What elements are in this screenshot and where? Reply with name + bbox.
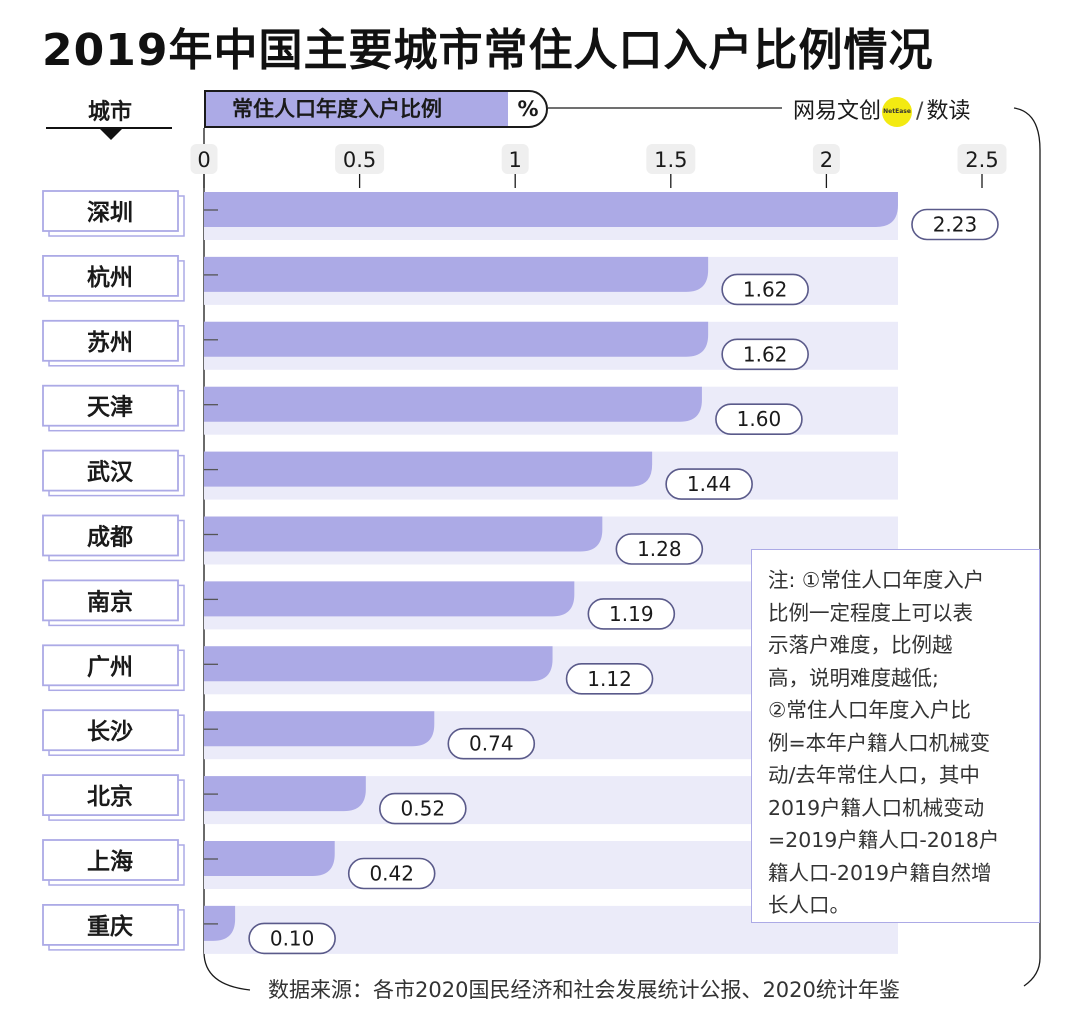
bar	[204, 256, 709, 292]
bar	[204, 516, 603, 552]
value-label: 1.62	[743, 277, 788, 301]
x-tick-label: 0.5	[343, 148, 376, 172]
note-line: 比例一定程度上可以表	[768, 600, 973, 625]
city-label: 深圳	[87, 200, 133, 226]
city-label-box	[42, 904, 179, 946]
value-label-pill	[587, 598, 676, 630]
bar	[204, 905, 236, 941]
city-label-box	[42, 839, 179, 881]
metric-header: 常住人口年度入户比例 %	[204, 90, 548, 128]
metric-label: 常住人口年度入户比例	[206, 92, 508, 126]
note-line: 2019户籍人口机械变动	[768, 795, 985, 820]
bar	[204, 646, 553, 682]
note-line: ②常住人口年度入户比	[768, 698, 971, 722]
tick-label-bg	[335, 144, 385, 174]
value-label-pill	[715, 403, 803, 436]
value-label: 2.23	[933, 213, 978, 237]
city-label: 南京	[87, 588, 133, 615]
tick-label-bg	[812, 144, 840, 174]
value-label-pill	[379, 792, 467, 825]
bar	[204, 776, 366, 812]
note-line: 例=本年户籍人口机械变	[768, 730, 991, 755]
x-tick-label: 2	[820, 148, 833, 172]
value-label-pill	[911, 208, 999, 241]
value-label: 1.62	[743, 342, 788, 366]
value-label-pill	[347, 857, 436, 890]
city-label-box	[42, 709, 179, 752]
tick-label-bg	[646, 144, 696, 174]
value-label: 1.12	[587, 667, 632, 691]
value-label: 0.10	[270, 926, 315, 950]
note-line: =2019户籍人口-2018户	[768, 828, 1000, 852]
note-line: 示落户难度，比例越	[768, 633, 953, 657]
bar	[204, 581, 575, 617]
city-label: 苏州	[87, 330, 133, 356]
city-label-box	[42, 774, 179, 816]
city-label-box	[42, 190, 179, 232]
value-label-pill	[565, 662, 654, 695]
brand-name: 网易文创	[793, 99, 882, 124]
city-label-box	[42, 384, 179, 427]
value-label-pill	[721, 338, 809, 371]
city-label: 天津	[87, 394, 133, 421]
city-label: 北京	[87, 783, 133, 810]
x-tick-label: 1.5	[654, 148, 687, 172]
value-label-pill	[665, 468, 753, 500]
city-label-box	[42, 319, 179, 362]
note-line: 籍人口-2019户籍自然增	[768, 860, 992, 885]
value-label: 1.19	[609, 602, 654, 626]
note-box: 注: ①常住人口年度入户 比例一定程度上可以表 示落户难度，比例越 高，说明难度…	[751, 549, 1040, 923]
note-line: 长人口。	[768, 893, 850, 917]
x-tick-label: 2.5	[965, 148, 998, 172]
frame-right-line	[1013, 107, 1041, 987]
value-label-pill	[447, 727, 536, 760]
bar	[204, 321, 709, 357]
bar	[204, 841, 335, 876]
city-label-box	[42, 449, 179, 492]
city-label-box	[42, 579, 179, 622]
x-tick-label: 0	[197, 148, 210, 172]
city-label: 杭州	[87, 264, 133, 291]
city-label: 成都	[87, 525, 133, 551]
tick-label-bg	[957, 144, 1007, 174]
brand-separator: /	[916, 99, 924, 124]
value-label: 1.60	[737, 407, 782, 431]
bar	[204, 711, 435, 747]
note-line: 注: ①常住人口年度入户	[768, 568, 985, 592]
city-label: 广州	[87, 653, 133, 680]
city-column-header: 城市	[87, 100, 132, 125]
note-line: 高，说明难度越低;	[768, 665, 939, 690]
city-label-box	[42, 514, 179, 557]
brand-product: 数读	[926, 99, 971, 124]
value-label-pill	[721, 273, 809, 306]
value-label: 0.52	[401, 797, 446, 821]
value-label-pill	[615, 533, 704, 565]
frame-bottom-left-line	[203, 951, 251, 991]
note-line: 动/去年常住人口，其中	[768, 763, 980, 787]
value-label: 1.44	[687, 472, 732, 496]
city-label: 长沙	[87, 719, 133, 745]
value-label: 0.74	[469, 732, 514, 756]
city-label-box	[42, 644, 179, 687]
page-title: 2019年中国主要城市常住人口入户比例情况	[42, 25, 934, 76]
value-label: 1.28	[637, 537, 682, 561]
bar	[204, 192, 898, 227]
city-label-box	[42, 254, 179, 297]
bar	[204, 386, 702, 422]
value-label: 0.42	[369, 862, 414, 886]
brand-logo: 网易文创 NetEase / 数读	[793, 93, 970, 127]
tick-label-bg	[190, 144, 218, 174]
bar	[204, 451, 653, 487]
tick-label-bg	[501, 144, 529, 174]
triangle-down-icon	[100, 129, 122, 140]
city-label: 重庆	[87, 913, 133, 940]
metric-unit: %	[517, 97, 539, 121]
city-label: 上海	[87, 848, 133, 875]
value-label-pill	[248, 922, 336, 955]
city-label: 武汉	[87, 460, 134, 486]
x-tick-label: 1	[509, 148, 522, 172]
city-header-underline	[46, 127, 172, 129]
data-source: 数据来源：各市2020国民经济和社会发展统计公报、2020统计年鉴	[268, 978, 900, 1002]
netease-badge-icon: NetEase	[882, 97, 913, 127]
